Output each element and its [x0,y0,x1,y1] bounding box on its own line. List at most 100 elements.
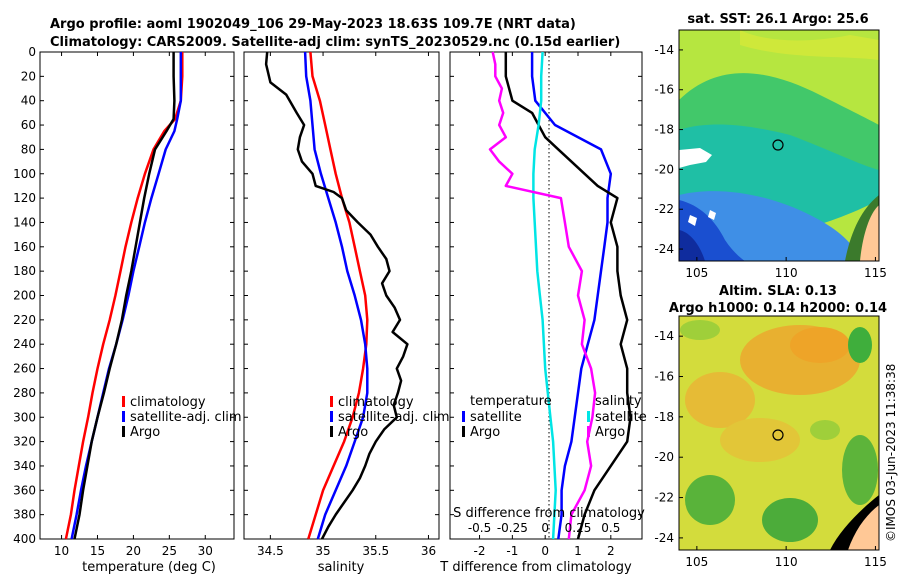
depth-tick-label: 0 [28,45,36,59]
sst-map-image [679,30,879,261]
map-lat-tick-label: -16 [654,370,674,384]
depth-tick-label: 180 [13,264,36,278]
map-lon-tick-label: 110 [775,266,798,280]
salinity-tick-label: 35.5 [362,544,389,558]
depth-tick-label: 160 [13,240,36,254]
depth-tick-label: 240 [13,337,36,351]
map-lat-tick-label: -14 [654,43,674,57]
argo-location-marker [772,429,784,441]
temperature-tick-label: 25 [162,544,177,558]
t-diff-tick-label: 2 [607,544,615,558]
temperature-tick-label: 10 [54,544,69,558]
depth-tick-label: 280 [13,386,36,400]
difference-series [488,51,632,540]
depth-tick-label: 20 [21,69,36,83]
depth-tick-label: 140 [13,215,36,229]
depth-tick-label: 40 [21,94,36,108]
legend-satellite-label: satellite-adj. clim [338,410,450,425]
depth-tick-label: 200 [13,289,36,303]
series-line-satellite-adj-clim [303,51,369,540]
sla-map-image [679,316,879,550]
legend-t-argo-label: Argo [470,425,500,440]
legend-climatology-label: climatology [130,395,206,410]
sst-map-title: sat. SST: 26.1 Argo: 25.6 [687,12,868,27]
sla-map-ticks: 105 110 115 -14 -16 -18 -20 -22 -24 [654,329,886,569]
legend-satellite-label: satellite-adj. clim [130,410,242,425]
series-line-argo [73,52,176,540]
series-line-climatology [64,52,184,540]
sst-map-ticks: 105 110 115 -14 -16 -18 -20 -22 -24 [654,43,886,280]
s-diff-tick-label: 0.25 [565,521,592,535]
temperature-tick-label: 30 [198,544,213,558]
map-lat-tick-label: -18 [654,123,674,137]
salinity-legend: climatology satellite-adj. clim Argo [330,395,450,440]
depth-tick-label: 400 [13,532,36,546]
legend-s-argo-swatch [587,426,590,437]
map-lat-tick-label: -14 [654,329,674,343]
s-diff-tick-label: 0.5 [601,521,620,535]
series-line-s-argo [488,51,597,540]
map-lat-tick-label: -18 [654,410,674,424]
t-diff-tick-label: -1 [506,544,518,558]
legend-temperature-title: temperature [470,394,552,409]
depth-tick-label: 300 [13,410,36,424]
temperature-series [64,52,184,540]
depth-tick-label: 340 [13,459,36,473]
legend-argo-swatch [122,426,125,437]
depth-tick-label: 360 [13,483,36,497]
difference-panel-frame [449,51,643,540]
legend-climatology-swatch [330,396,333,407]
series-line-s-satellite [532,51,557,540]
figure-title-line2: Climatology: CARS2009. Satellite-adj cli… [50,35,620,50]
legend-t-argo-swatch [462,426,465,437]
map-lon-tick-label: 115 [864,555,887,569]
series-line-t-satellite [530,52,613,540]
series-line-t-argo [504,52,632,540]
legend-salinity-title: salinity [595,394,642,409]
s-difference-label: S difference from climatology [453,506,645,521]
legend-argo-label: Argo [130,425,160,440]
temperature-legend: climatology satellite-adj. clim Argo [122,395,242,440]
depth-tick-label: 260 [13,362,36,376]
salinity-tick-label: 34.5 [257,544,284,558]
s-diff-tick-label: 0 [541,521,549,535]
legend-satellite-swatch [122,411,125,422]
depth-tick-label: 80 [21,142,36,156]
sla-map-frame [678,315,880,551]
map-lon-tick-label: 115 [864,266,887,280]
difference-legend: temperature satellite Argo salinity sate… [462,394,647,440]
depth-tick-labels: 0 20 40 60 80 100 120 140 160 180 200 220 240 260 280 3… [13,45,642,546]
temperature-tick-label: 20 [126,544,141,558]
s-diff-tick-label: -0.5 [468,521,491,535]
temperature-xlabel: temperature (deg C) [82,560,216,575]
series-line-climatology [307,51,369,540]
salinity-xlabel: salinity [318,560,365,575]
figure-title-line1: Argo profile: aoml 1902049_106 29-May-20… [50,17,576,32]
t-difference-xlabel: T difference from climatology [439,560,632,575]
map-lat-tick-label: -20 [654,450,674,464]
argo-location-marker [772,139,784,151]
map-lon-tick-label: 110 [775,555,798,569]
imos-credit: ©IMOS 03-Jun-2023 11:38:38 [884,364,898,542]
legend-s-satellite-swatch [587,411,590,422]
salinity-tick-label: 36 [421,544,436,558]
legend-argo-label: Argo [338,425,368,440]
legend-s-satellite-label: satellite [595,410,647,425]
t-diff-tick-label: -2 [474,544,486,558]
legend-argo-swatch [330,426,333,437]
legend-climatology-swatch [122,396,125,407]
map-lon-tick-label: 105 [685,266,708,280]
salinity-series [264,51,409,540]
temperature-tick-label: 15 [90,544,105,558]
x-tick-labels: 10 15 20 25 30 34.5 35 35.5 36 -2 -1 0 1 2 -0.5 -0.25 0 0… [54,52,620,558]
legend-t-satellite-swatch [462,411,465,422]
depth-tick-label: 380 [13,508,36,522]
legend-s-argo-label: Argo [595,425,625,440]
map-lat-tick-label: -24 [654,242,674,256]
legend-satellite-swatch [330,411,333,422]
salinity-panel-frame [243,51,440,540]
map-lat-tick-label: -22 [654,491,674,505]
map-lon-tick-label: 105 [685,555,708,569]
t-diff-tick-label: 1 [574,544,582,558]
